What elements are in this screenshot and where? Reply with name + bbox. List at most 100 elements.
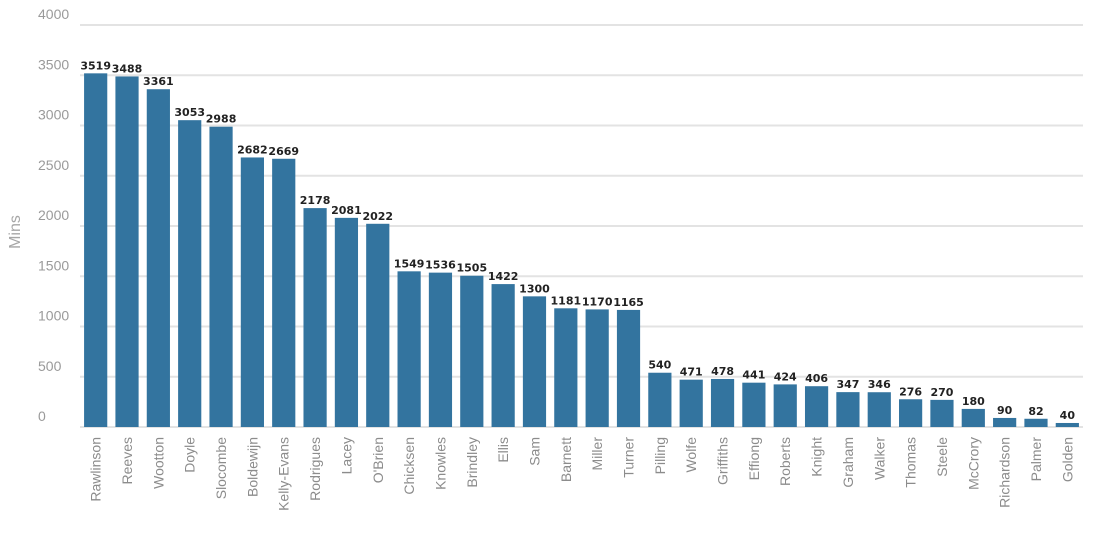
bar [930, 399, 954, 427]
data-label: 2669 [268, 145, 299, 158]
x-category-label: Knowles [432, 437, 448, 490]
x-category-label: Wolfe [683, 437, 699, 473]
y-tick-label: 1500 [38, 257, 69, 273]
x-category-label: Slocombe [213, 437, 229, 499]
bar [961, 408, 985, 427]
x-category-label: Barnett [558, 437, 574, 482]
data-label: 2081 [331, 204, 362, 217]
bar [460, 275, 484, 427]
bar [710, 378, 735, 427]
x-category-label: McCrory [965, 437, 981, 490]
x-category-label: Turner [621, 437, 637, 478]
bar [773, 384, 797, 427]
data-label: 1536 [425, 259, 456, 272]
bar [836, 392, 860, 427]
x-category-label: Graham [840, 437, 856, 488]
data-label: 478 [711, 365, 734, 378]
data-label: 180 [962, 395, 985, 408]
x-category-label: Roberts [777, 437, 793, 486]
bar [616, 309, 641, 427]
data-label: 3361 [143, 75, 174, 88]
data-label: 1300 [519, 282, 550, 295]
data-label: 270 [930, 386, 953, 399]
bar [899, 399, 923, 427]
x-category-label: Steele [934, 437, 950, 477]
y-tick-label: 4000 [38, 6, 69, 22]
y-tick-label: 2000 [38, 207, 69, 223]
x-category-label: Wootton [150, 437, 166, 489]
data-label: 406 [805, 372, 828, 385]
x-category-label: Thomas [903, 437, 919, 488]
y-tick-label: 2500 [38, 157, 69, 173]
y-tick-label: 3500 [38, 56, 69, 72]
bar [84, 73, 108, 427]
data-label: 1505 [456, 262, 487, 275]
data-label: 1181 [551, 294, 582, 307]
y-tick-label: 0 [38, 408, 46, 424]
bar [178, 120, 202, 428]
data-label: 276 [899, 385, 922, 398]
data-label: 40 [1060, 409, 1076, 422]
bar [1024, 418, 1048, 427]
x-category-label: Kelly-Evans [276, 437, 292, 511]
y-axis-title: Mins [7, 215, 24, 249]
bar [742, 382, 766, 427]
x-category-label: Reeves [119, 437, 135, 484]
bar [366, 223, 390, 427]
data-label: 1165 [613, 296, 644, 309]
data-label: 3488 [112, 62, 143, 75]
data-label: 82 [1028, 405, 1043, 418]
x-category-label: Effiong [746, 437, 762, 480]
y-axis-ticks: 0 500 1000 1500 2000 2500 3000 3500 4000 [38, 6, 69, 424]
bar [867, 392, 891, 427]
y-tick-label: 500 [38, 358, 62, 374]
x-category-label: Palmer [1028, 437, 1044, 482]
data-label: 2682 [237, 143, 268, 156]
x-category-label: Golden [1059, 437, 1075, 482]
bar [334, 217, 359, 427]
data-label: 424 [774, 370, 797, 383]
x-category-label: Brindley [464, 437, 480, 488]
bar [272, 158, 296, 427]
data-label: 3519 [80, 59, 111, 72]
data-label: 2022 [362, 210, 393, 223]
bar [554, 308, 578, 427]
x-axis-categories: Rawlinson Reeves Wootton Doyle Slocombe Bolde… [88, 437, 1076, 511]
bar [240, 157, 264, 428]
data-label: 540 [648, 359, 671, 372]
data-label: 346 [868, 378, 891, 391]
bar [146, 89, 170, 428]
bar [522, 296, 547, 427]
x-category-label: Miller [589, 437, 605, 471]
x-category-label: O'Brien [370, 437, 386, 483]
x-category-label: Griffiths [715, 437, 731, 485]
data-label: 90 [997, 404, 1013, 417]
data-label: 1170 [582, 295, 613, 308]
data-label: 441 [742, 369, 765, 382]
x-category-label: Knight [809, 437, 825, 477]
y-tick-label: 3000 [38, 107, 69, 123]
bar [491, 284, 515, 427]
x-category-label: Sam [526, 437, 542, 466]
bar [428, 272, 453, 427]
bar [804, 386, 829, 427]
bars [84, 73, 1079, 428]
x-category-label: Doyle [182, 437, 198, 473]
x-category-label: Lacey [338, 437, 354, 474]
x-category-label: Boldewijn [244, 437, 260, 497]
bar [648, 372, 672, 427]
x-category-label: Pilling [652, 437, 668, 474]
x-category-label: Rodrigues [307, 437, 323, 501]
bar [1055, 422, 1079, 427]
bar [397, 271, 421, 427]
data-label: 1422 [488, 270, 519, 283]
data-label: 2178 [300, 194, 331, 207]
data-label: 3053 [174, 106, 205, 119]
bar [679, 379, 703, 427]
bar [993, 417, 1017, 427]
bar [209, 126, 233, 428]
x-category-label: Walker [871, 437, 887, 480]
